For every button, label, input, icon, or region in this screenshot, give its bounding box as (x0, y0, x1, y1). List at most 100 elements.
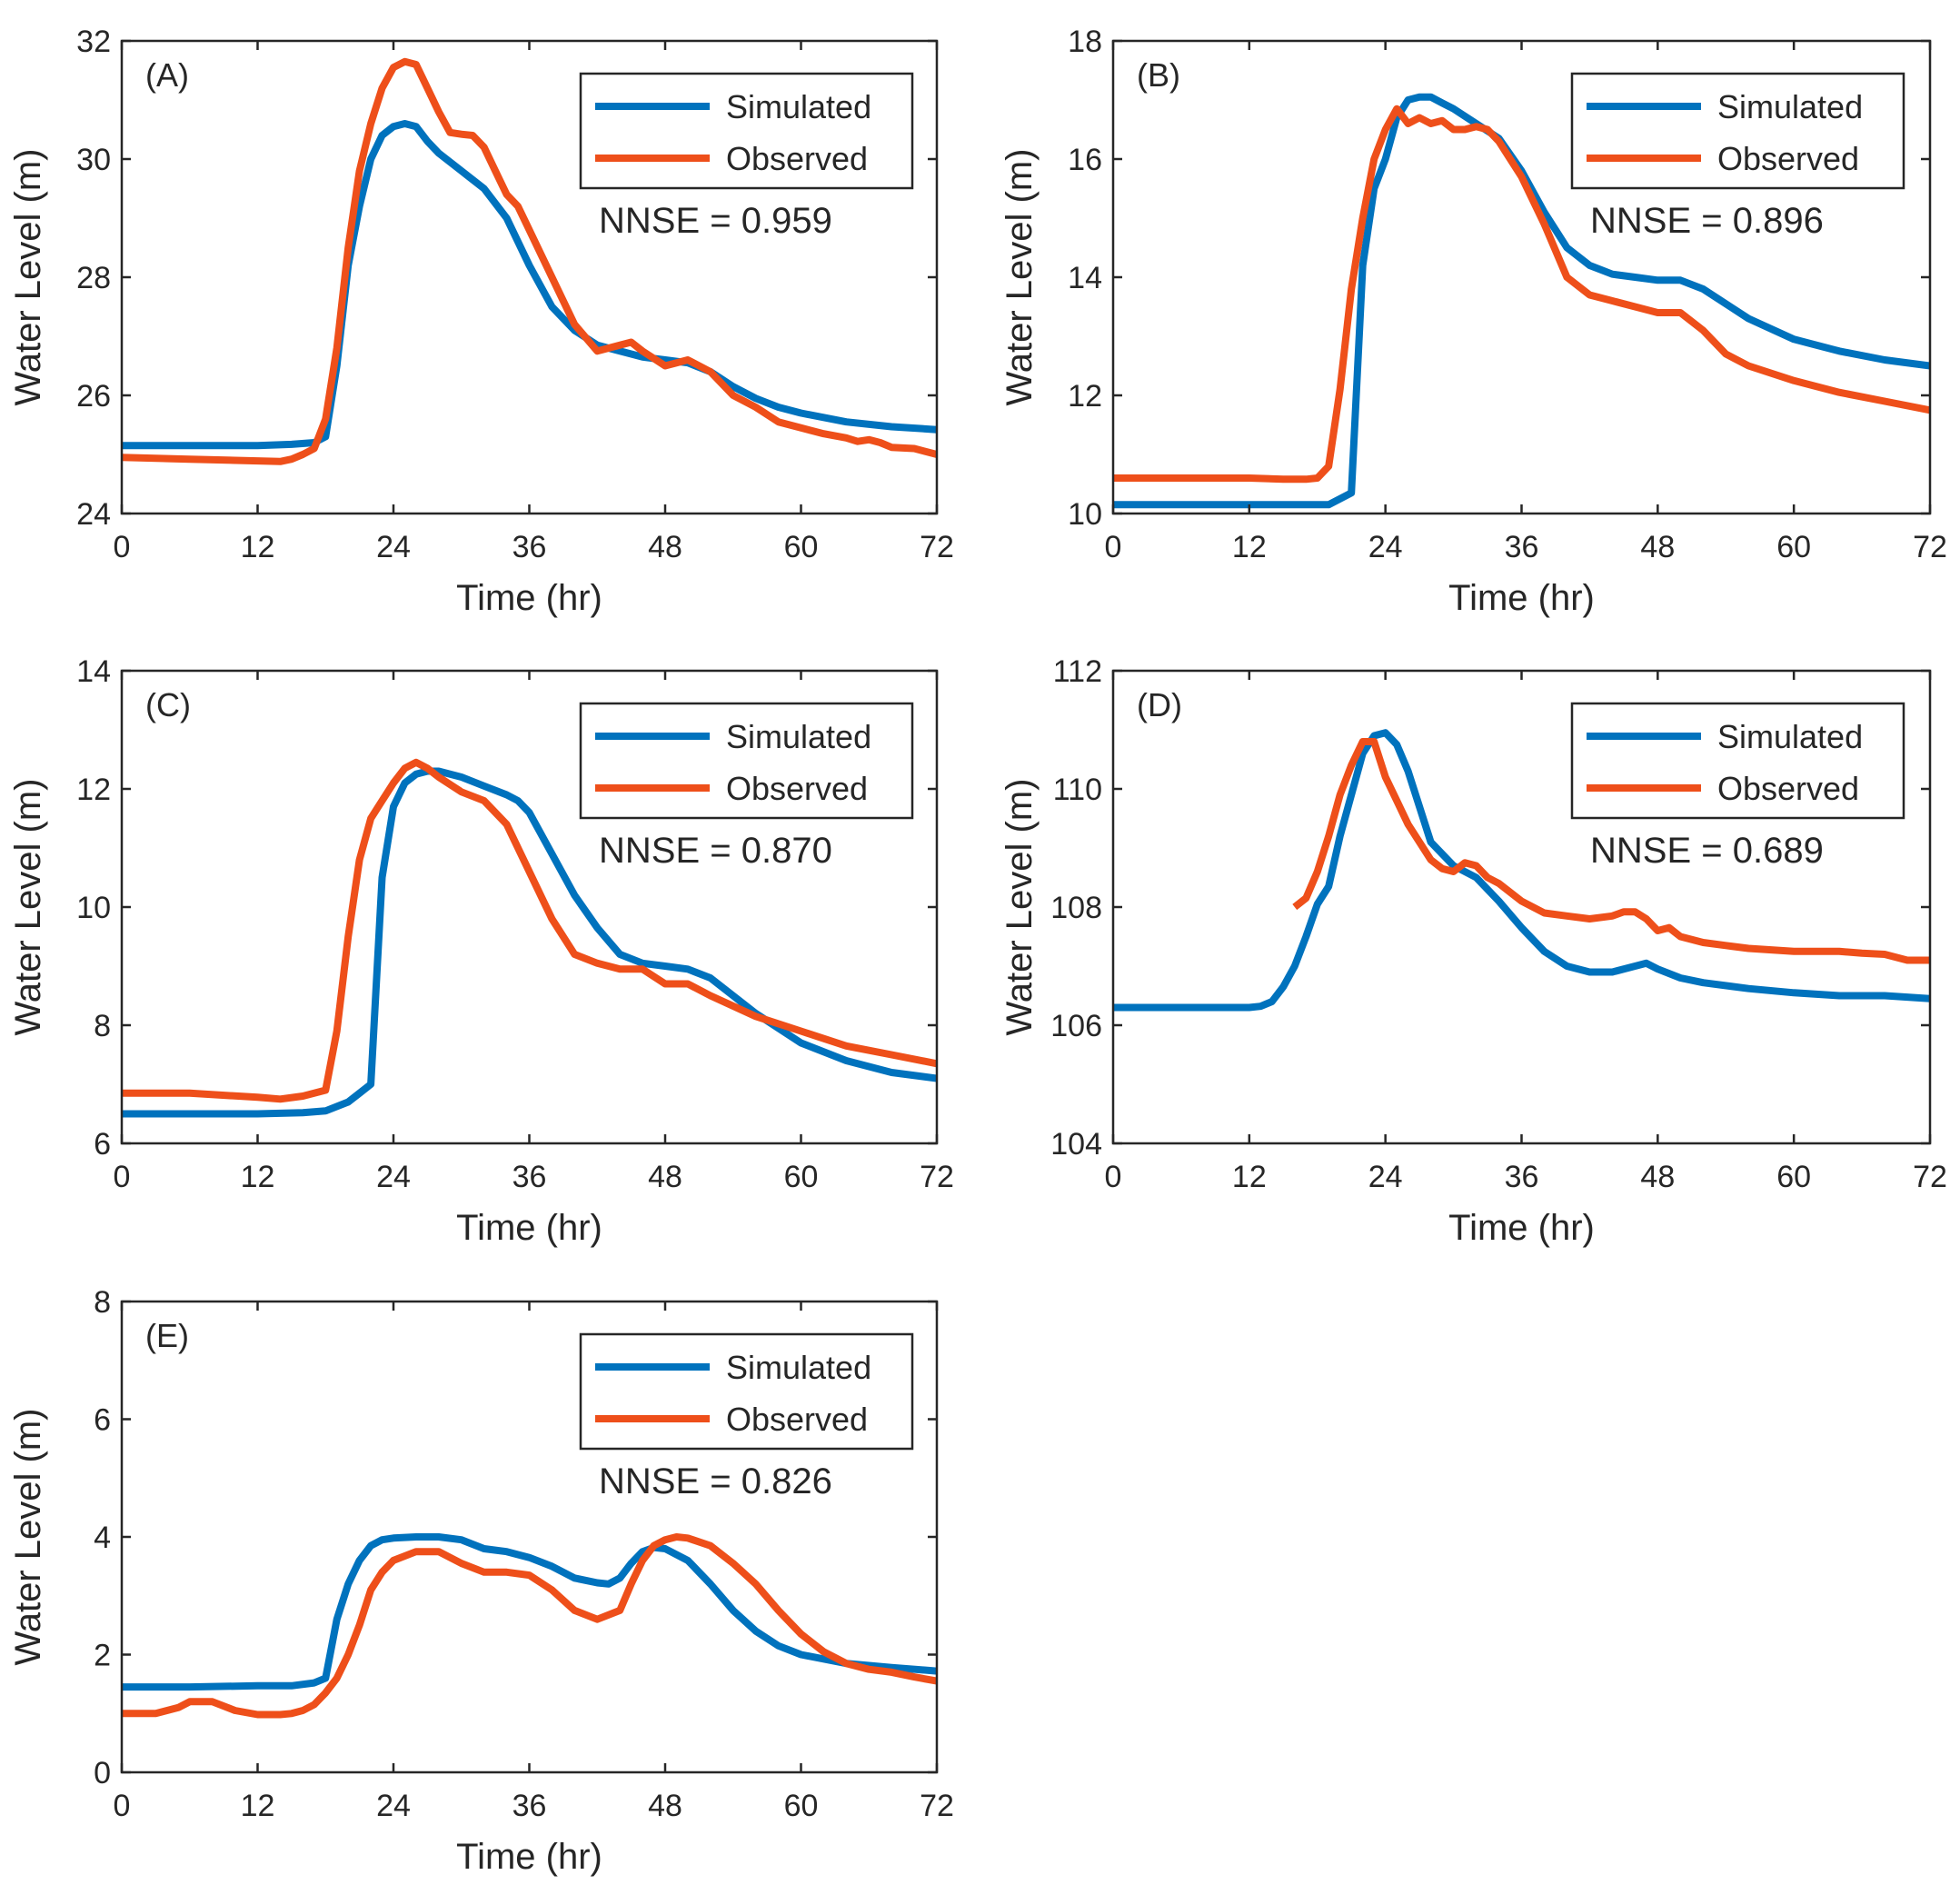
y-axis-label: Water Level (m) (1000, 148, 1040, 405)
legend-label-simulated: Simulated (1717, 718, 1863, 755)
series-line-simulated (1113, 729, 1930, 1012)
y-tick-label: 14 (76, 654, 111, 689)
y-tick-label: 6 (94, 1127, 111, 1162)
y-tick-label: 0 (94, 1756, 111, 1790)
panel-label: (C) (145, 686, 191, 723)
x-tick-label: 72 (920, 1160, 954, 1194)
series-line-observed (122, 758, 937, 1103)
y-tick-label: 110 (1053, 773, 1102, 807)
x-tick-label: 48 (648, 1160, 682, 1194)
y-tick-label: 24 (76, 497, 111, 532)
nnse-annotation: NNSE = 0.826 (599, 1461, 832, 1501)
x-tick-label: 36 (512, 1789, 547, 1823)
panel-2: 0 12 24 36 48 60 72 6 8 10 12 14 Time (hr) Water Leve… (8, 654, 954, 1248)
x-axis-label: Time (hr) (1448, 1208, 1595, 1248)
series-line-observed (1292, 738, 1930, 964)
y-tick-label: 6 (94, 1403, 111, 1438)
x-tick-label: 0 (114, 1160, 131, 1194)
y-tick-label: 2 (94, 1639, 111, 1673)
legend-label-simulated: Simulated (1717, 88, 1863, 125)
x-tick-label: 24 (376, 1789, 411, 1823)
y-tick-label: 10 (1068, 497, 1102, 532)
y-tick-label: 106 (1050, 1009, 1102, 1043)
legend-label-simulated: Simulated (726, 718, 871, 755)
y-tick-label: 112 (1053, 654, 1102, 689)
y-tick-label: 8 (94, 1009, 111, 1043)
x-tick-label: 48 (648, 1789, 682, 1823)
y-tick-label: 12 (76, 773, 111, 807)
x-tick-label: 72 (1913, 1160, 1947, 1194)
panel-label: (E) (145, 1317, 189, 1354)
y-tick-label: 4 (94, 1521, 111, 1555)
x-tick-label: 0 (1105, 530, 1122, 564)
x-tick-label: 48 (1640, 1160, 1675, 1194)
nnse-annotation: NNSE = 0.959 (599, 201, 832, 241)
series-line-simulated (122, 767, 937, 1118)
series-line-simulated (1113, 93, 1930, 509)
x-tick-label: 12 (241, 530, 275, 564)
y-tick-label: 30 (76, 143, 111, 177)
x-tick-label: 0 (114, 530, 131, 564)
x-tick-label: 60 (784, 1789, 819, 1823)
legend-box (579, 702, 914, 820)
x-tick-label: 36 (1505, 1160, 1539, 1194)
panel-3: 0 12 24 36 48 60 72 104 106 108 110 112 Time (hr) Wat… (1000, 654, 1947, 1248)
panel-label: (B) (1137, 56, 1180, 94)
legend: Simulated Observed (579, 1332, 914, 1451)
y-tick-label: 12 (1068, 379, 1102, 414)
y-tick-label: 14 (1068, 261, 1102, 295)
x-tick-label: 24 (1368, 1160, 1403, 1194)
x-tick-label: 72 (920, 1789, 954, 1823)
series-line-observed (122, 57, 937, 465)
legend-label-observed: Observed (1717, 140, 1859, 177)
legend: Simulated Observed (579, 702, 914, 820)
legend-box (1570, 702, 1905, 820)
x-axis-label: Time (hr) (1448, 578, 1595, 618)
x-tick-label: 12 (1232, 1160, 1267, 1194)
nnse-annotation: NNSE = 0.689 (1590, 831, 1824, 871)
y-tick-label: 32 (76, 25, 111, 59)
y-tick-label: 8 (94, 1285, 111, 1320)
legend-label-simulated: Simulated (726, 88, 871, 125)
x-tick-label: 24 (376, 530, 411, 564)
legend-box (1570, 72, 1905, 190)
panel-0: 0 12 24 36 48 60 72 24 26 28 30 32 Time (hr) Water Le… (8, 25, 954, 618)
x-tick-label: 72 (1913, 530, 1947, 564)
x-tick-label: 60 (1776, 530, 1811, 564)
x-tick-label: 36 (1505, 530, 1539, 564)
legend: Simulated Observed (1570, 702, 1905, 820)
y-tick-label: 104 (1050, 1127, 1102, 1162)
x-tick-label: 36 (512, 1160, 547, 1194)
series-line-observed (122, 1533, 937, 1719)
x-tick-label: 24 (376, 1160, 411, 1194)
y-tick-label: 28 (76, 261, 111, 295)
legend-label-observed: Observed (726, 140, 868, 177)
x-tick-label: 60 (784, 530, 819, 564)
series-line-simulated (122, 1533, 937, 1691)
y-axis-label: Water Level (m) (8, 1408, 48, 1665)
y-tick-label: 26 (76, 379, 111, 414)
y-tick-label: 18 (1068, 25, 1102, 59)
x-tick-label: 0 (1105, 1160, 1122, 1194)
x-tick-label: 24 (1368, 530, 1403, 564)
x-tick-label: 48 (648, 530, 682, 564)
y-tick-label: 108 (1050, 891, 1102, 925)
legend: Simulated Observed (1570, 72, 1905, 190)
x-axis-label: Time (hr) (456, 1837, 602, 1877)
legend-label-simulated: Simulated (726, 1349, 871, 1386)
legend-label-observed: Observed (1717, 770, 1859, 807)
panel-label: (D) (1137, 686, 1182, 723)
x-tick-label: 12 (241, 1789, 275, 1823)
y-tick-label: 10 (76, 891, 111, 925)
x-axis-label: Time (hr) (456, 1208, 602, 1248)
legend-box (579, 72, 914, 190)
x-tick-label: 60 (784, 1160, 819, 1194)
x-tick-label: 48 (1640, 530, 1675, 564)
x-tick-label: 12 (1232, 530, 1267, 564)
legend-box (579, 1332, 914, 1451)
panel-label: (A) (145, 56, 189, 94)
panel-1: 0 12 24 36 48 60 72 10 12 14 16 18 Time (hr) Water Le… (1000, 25, 1947, 618)
y-axis-label: Water Level (m) (1000, 778, 1040, 1035)
